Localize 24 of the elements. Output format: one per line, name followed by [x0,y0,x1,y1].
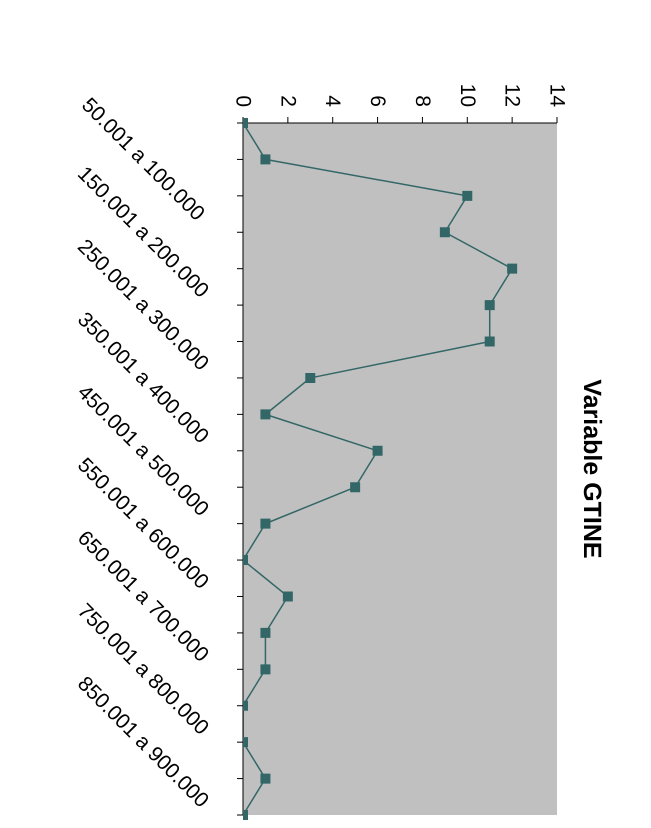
point [372,446,383,456]
x-tick-label: 6 [366,95,390,107]
point [260,628,270,638]
x-tick-label: 10 [456,84,479,107]
point [507,264,518,274]
point [260,774,270,784]
point [260,518,270,529]
text: Variable GTINE [578,379,606,559]
x-tick-label: 14 [546,84,568,108]
point [260,664,270,674]
point [260,409,270,420]
point [462,190,472,201]
point [305,372,316,383]
x-tick-label: 8 [410,95,434,107]
point [484,336,495,347]
x-tick-label: 0 [232,95,254,107]
point [260,154,270,164]
point [484,300,495,310]
point [440,227,450,238]
x-tick-label: 12 [500,84,524,107]
x-tick-label: 4 [321,95,344,108]
x-tick-label: 2 [276,95,300,107]
point [282,591,293,602]
point [350,482,360,492]
